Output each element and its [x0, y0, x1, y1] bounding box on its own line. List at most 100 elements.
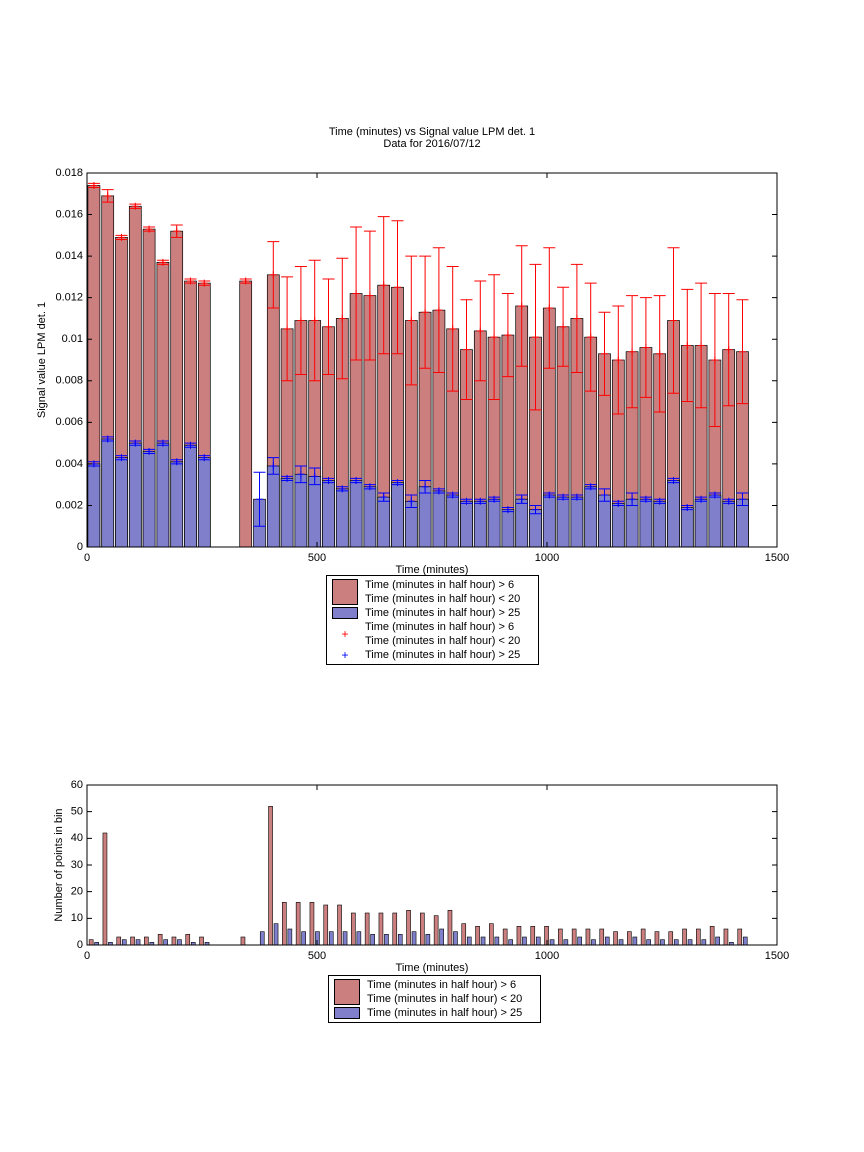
- marker: [104, 435, 112, 443]
- bar: [337, 904, 342, 946]
- legend-label: Time (minutes in half hour) > 6 Time (mi…: [367, 979, 523, 1005]
- legend-key: [331, 579, 359, 605]
- marker: [311, 472, 319, 480]
- marker: [739, 495, 746, 503]
- legend-swatch: [334, 1007, 360, 1019]
- bar: [502, 928, 508, 946]
- chart-subtitle: Data for 2016/07/12: [383, 138, 480, 150]
- legend-key: +: [331, 621, 359, 647]
- bar: [654, 931, 660, 946]
- legend-entry: + Time (minutes in half hour) > 6 Time (m…: [331, 620, 534, 648]
- marker: [463, 346, 470, 354]
- bar: [199, 936, 204, 946]
- bar: [328, 931, 334, 946]
- marker: [683, 341, 691, 349]
- bar: [542, 494, 556, 548]
- bar: [157, 934, 163, 946]
- y-axis-label: Signal value LPM det. 1: [36, 302, 48, 418]
- y-tick-label: 0.002: [55, 499, 83, 511]
- bar: [308, 476, 322, 548]
- y-tick-label: 0.01: [62, 333, 83, 345]
- x-tick-label: 1500: [765, 552, 789, 564]
- bar: [480, 936, 486, 946]
- bar: [682, 928, 687, 946]
- bar: [309, 902, 315, 946]
- y-axis-label: Number of points in bin: [53, 808, 65, 921]
- bar: [420, 912, 425, 946]
- bar: [460, 500, 473, 548]
- bar: [667, 480, 680, 548]
- bar: [571, 928, 577, 946]
- bar: [515, 498, 529, 548]
- x-tick-label: 1500: [765, 950, 789, 962]
- marker: [532, 333, 539, 341]
- marker: [490, 333, 498, 341]
- y-tick-label: 60: [71, 779, 83, 791]
- bar: [240, 936, 246, 946]
- marker: [118, 233, 125, 241]
- y-tick-label: 40: [71, 832, 83, 844]
- marker: [325, 477, 332, 485]
- bar: [391, 482, 404, 548]
- bar: [453, 931, 458, 946]
- bar: [377, 496, 391, 548]
- marker: [256, 495, 263, 503]
- marker: [366, 483, 374, 491]
- legend-label: Time (minutes in half hour) > 25: [365, 649, 521, 661]
- legend-marker: +: [341, 648, 349, 662]
- bar: [144, 936, 149, 946]
- legend-swatch: [334, 979, 360, 1005]
- marker: [159, 258, 167, 266]
- marker: [670, 317, 677, 325]
- bar: [736, 498, 749, 548]
- bar: [639, 498, 653, 548]
- marker: [104, 192, 112, 200]
- marker: [670, 477, 677, 485]
- bar: [370, 934, 375, 946]
- y-tick-label: 30: [71, 859, 83, 871]
- marker: [200, 454, 208, 462]
- legend-swatch: [332, 607, 358, 619]
- marker: [711, 356, 719, 364]
- marker: [283, 325, 291, 333]
- legend-entry: + Time (minutes in half hour) > 25: [331, 648, 534, 662]
- marker: [614, 356, 622, 364]
- marker: [711, 491, 719, 499]
- marker: [545, 304, 553, 312]
- legend-key: [333, 979, 361, 1005]
- marker: [338, 314, 346, 322]
- legend-key: [331, 607, 359, 619]
- bar: [411, 931, 417, 946]
- bar: [598, 494, 611, 548]
- bar: [115, 457, 128, 548]
- bar: [116, 936, 122, 946]
- bar: [432, 490, 446, 548]
- bar: [632, 936, 638, 946]
- bar: [447, 910, 453, 946]
- marker: [297, 317, 305, 325]
- y-tick-label: 0.004: [55, 458, 83, 470]
- bar: [266, 465, 280, 548]
- marker: [283, 474, 291, 482]
- y-tick-label: 10: [71, 912, 83, 924]
- bar: [570, 496, 584, 548]
- x-tick-label: 0: [84, 552, 90, 564]
- bar: [625, 498, 639, 548]
- x-axis-label: Time (minutes): [396, 564, 469, 576]
- axes-box: [86, 172, 778, 548]
- y-tick-label: 20: [71, 886, 83, 898]
- legend-label: Time (minutes in half hour) > 25: [367, 1007, 523, 1019]
- bar: [549, 939, 555, 946]
- bar: [618, 939, 624, 946]
- marker: [435, 487, 443, 495]
- marker: [628, 348, 636, 356]
- bar: [392, 912, 398, 946]
- bar: [177, 939, 182, 946]
- legend: Time (minutes in half hour) > 6 Time (mi…: [328, 975, 541, 1023]
- bar: [530, 926, 536, 946]
- marker: [187, 277, 194, 285]
- bar: [351, 912, 356, 946]
- marker: [407, 497, 415, 505]
- marker: [601, 491, 608, 499]
